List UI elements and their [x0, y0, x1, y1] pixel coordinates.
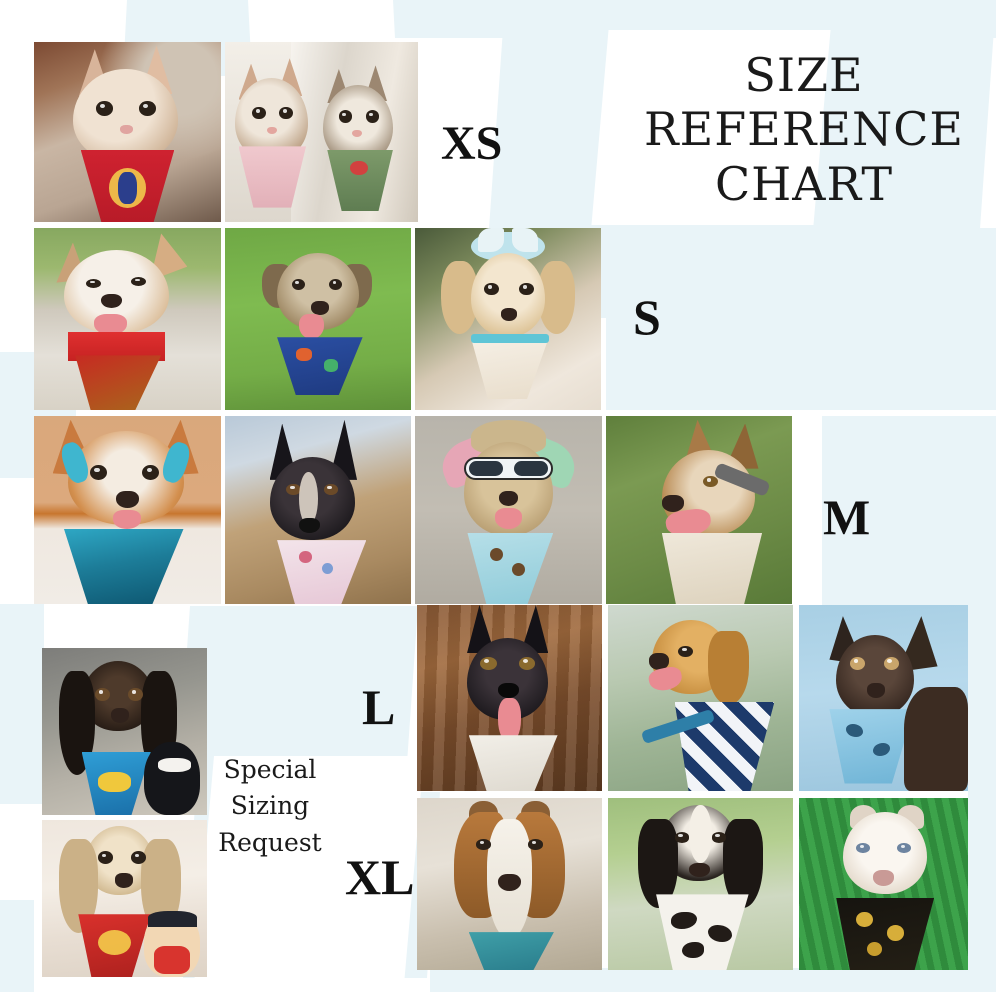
size-label-m: M	[823, 489, 871, 545]
photo-tile-special-1[interactable]	[42, 648, 207, 815]
photo-tile-xl-1[interactable]	[417, 798, 602, 970]
pet-photo-golden-retriever-gingham	[608, 605, 793, 791]
bg-shape-row-s-right	[606, 228, 996, 410]
pet-photo-doodle-sunglasses-bunny-ears	[415, 416, 602, 604]
pet-photo-two-tabby-cats	[225, 42, 418, 222]
pet-photo-black-dog-tongue-out	[417, 605, 602, 791]
size-label-xl: XL	[345, 849, 415, 905]
photo-tile-s-2[interactable]	[225, 228, 411, 410]
pet-photo-dachshund-batman-plush	[42, 648, 207, 815]
photo-tile-s-1[interactable]	[34, 228, 221, 410]
pet-photo-rough-collie	[417, 798, 602, 970]
pet-photo-black-kelpie-floral-bandana	[225, 416, 411, 604]
pet-photo-bully-breed-gold-bandana	[799, 798, 968, 970]
photo-tile-xl-3[interactable]	[799, 798, 968, 970]
pet-photo-calico-cat	[34, 42, 221, 222]
photo-tile-m-2[interactable]	[225, 416, 411, 604]
page-title: SIZE REFERENCE CHART	[628, 48, 980, 211]
special-sizing-request-text: Special Sizing Request	[205, 752, 335, 861]
special-sizing-line-1: Special	[223, 755, 317, 784]
special-sizing-line-3: Request	[218, 827, 322, 857]
page-title-line-3: CHART	[714, 156, 894, 211]
pet-photo-springer-spaniel-cow-bandana	[608, 798, 793, 970]
bg-shape-right-lower	[968, 604, 996, 992]
page-title-line-1: SIZE	[744, 48, 864, 102]
pet-photo-scruffy-terrier-dino-bandana	[225, 228, 411, 410]
photo-tile-l-2[interactable]	[608, 605, 793, 791]
bg-shape-row-m-right	[822, 416, 996, 606]
pet-photo-corgi-teal-bandana	[34, 416, 221, 604]
photo-tile-l-1[interactable]	[417, 605, 602, 791]
photo-tile-m-1[interactable]	[34, 416, 221, 604]
size-label-l: L	[362, 679, 396, 735]
photo-tile-m-3[interactable]	[415, 416, 602, 604]
pet-photo-chihuahua-red-bandana	[34, 228, 221, 410]
photo-tile-xl-2[interactable]	[608, 798, 793, 970]
pet-photo-cream-dachshund-wonderwoman-plush	[42, 820, 207, 977]
photo-tile-special-2[interactable]	[42, 820, 207, 977]
size-label-xs: XS	[441, 117, 503, 170]
page-title-line-2: REFERENCE	[644, 102, 964, 157]
size-label-s: S	[633, 289, 661, 345]
bg-shape-mid-left	[0, 604, 44, 804]
bg-shape-left-bottom	[0, 900, 34, 992]
photo-tile-m-4[interactable]	[606, 416, 792, 604]
pet-photo-golden-bow-headband	[415, 228, 601, 410]
photo-tile-s-3[interactable]	[415, 228, 601, 410]
photo-tile-xs-1[interactable]	[34, 42, 221, 222]
special-sizing-line-2: Sizing	[230, 791, 310, 821]
pet-photo-pit-bull-shark-bandana	[799, 605, 968, 791]
pet-photo-shepherd-plaid-bandana	[606, 416, 792, 604]
bg-shape-bottom-strip	[430, 968, 996, 992]
photo-tile-l-3[interactable]	[799, 605, 968, 791]
photo-tile-xs-2[interactable]	[225, 42, 418, 222]
